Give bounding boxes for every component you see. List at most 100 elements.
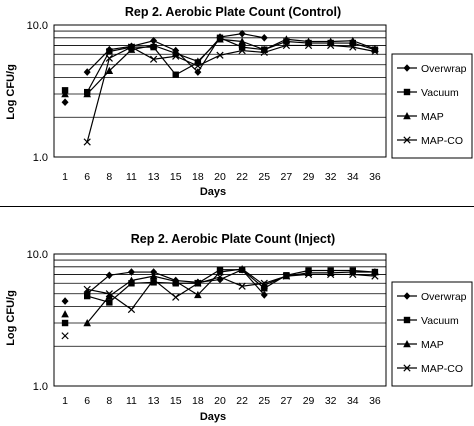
data-point-map-co [194,62,202,70]
legend-entry-overwrap: Overwrap [397,291,467,303]
data-point-map-co [216,273,224,281]
x-tick-label: 34 [347,171,359,183]
x-marker-stroke [194,279,202,287]
data-point-vacuum [61,319,69,327]
data-point-map-co [194,279,202,287]
data-point-map [282,35,291,43]
data-point-map-co [216,51,224,59]
x-tick-label: 11 [126,171,137,183]
data-point-map [61,310,69,318]
data-point-map [127,276,136,284]
plot-area: 1.0 10.0 1 6 8 11 13 15 18 20 22 25 27 29 32 34 36 [27,249,387,407]
data-point-overwrap [150,36,158,45]
data-point-vacuum [238,43,246,51]
data-point-map-co [83,138,91,146]
legend-label: Overwrap [421,291,467,303]
x-marker-stroke [127,305,136,314]
data-point-vacuum [172,71,179,78]
x-tick-label: 36 [369,171,381,183]
legend-marker-map-co [403,364,411,372]
x-tick-label: 27 [281,395,293,407]
data-point-overwrap [61,297,69,305]
data-point-overwrap [83,68,91,76]
legend-label: MAP-CO [421,135,463,147]
data-point-overwrap [260,33,268,42]
data-point-map [83,90,91,98]
data-point-overwrap [260,291,268,299]
x-tick-label: 32 [325,395,337,407]
x-tick-label: 11 [126,395,137,407]
legend-marker-map-co [403,136,411,144]
y-tick-label: 1.0 [33,381,48,393]
legend-marker-overwrap [403,292,411,300]
data-point-map-co [105,54,113,62]
legend-entry-map-co: MAP-CO [397,363,463,375]
legend-label: Overwrap [421,63,467,75]
x-tick-label: 18 [192,171,204,183]
data-point-map-co [238,282,246,290]
plot-frame [53,24,387,158]
chart-title: Rep 2. Aerobic Plate Count (Inject) [131,232,335,246]
legend-label: Vacuum [421,315,459,327]
x-marker-stroke [105,54,113,62]
plot-area: 1.0 10.0 1 6 8 11 13 15 18 20 22 25 27 29 32 34 36 [27,20,387,183]
data-point-map [349,36,357,44]
data-point-map-co [172,293,180,301]
x-marker-stroke [127,43,136,51]
data-point-map [149,41,158,49]
x-tick-label: 32 [325,171,337,183]
legend-entry-map: MAP [397,339,444,351]
legend: Overwrap Vacuum MAP MAP-CO [391,53,473,159]
legend-box [391,53,473,159]
data-point-map-co [371,47,379,56]
x-tick-label: 29 [303,171,315,183]
x-marker-stroke [83,285,91,293]
data-point-vacuum [150,279,157,286]
x-axis-label: Days [200,411,226,423]
x-tick-label: 6 [84,171,90,183]
series-line-vacuum [86,37,376,93]
x-marker-stroke [327,41,335,50]
x-tick-label: 1 [62,171,68,183]
x-marker-stroke [238,282,246,290]
legend-box [391,281,473,387]
x-tick-label: 13 [148,395,160,407]
x-tick-label: 18 [192,395,204,407]
x-tick-label: 34 [347,395,359,407]
x-tick-label: 20 [214,171,226,183]
legend: Overwrap Vacuum MAP MAP-CO [391,281,473,387]
x-marker-stroke [149,275,158,284]
series-line-map [86,268,375,324]
x-marker-stroke [282,41,291,50]
x-axis-label: Days [200,186,226,198]
data-point-map-co [282,272,291,280]
x-tick-label: 1 [62,395,68,407]
x-marker-stroke [216,273,224,281]
x-tick-label: 22 [236,171,248,183]
y-axis-label: Log CFU/g [5,64,17,120]
data-point-map [171,277,180,285]
x-tick-label: 20 [214,395,226,407]
legend-marker-vacuum [403,316,411,324]
x-tick-label: 8 [106,171,112,183]
series-line-map-co [86,44,376,143]
x-tick-label: 6 [84,395,90,407]
data-point-map-co [327,41,335,50]
data-point-overwrap [61,98,69,107]
data-point-map-co [83,285,91,293]
y-axis-label: Log CFU/g [5,290,17,346]
x-marker-stroke [403,364,411,372]
x-tick-label: 8 [106,395,112,407]
data-point-map [127,45,136,53]
data-point-map [61,90,69,98]
x-marker-stroke [304,270,313,279]
data-point-map-co [127,305,136,314]
data-point-map [83,319,91,327]
x-tick-label: 15 [170,395,182,407]
data-point-map-co [304,41,313,50]
legend-label: MAP [421,111,444,123]
chart-title: Rep 2. Aerobic Plate Count (Control) [125,5,341,19]
data-point-overwrap [105,271,113,280]
data-point-vacuum [106,299,113,306]
